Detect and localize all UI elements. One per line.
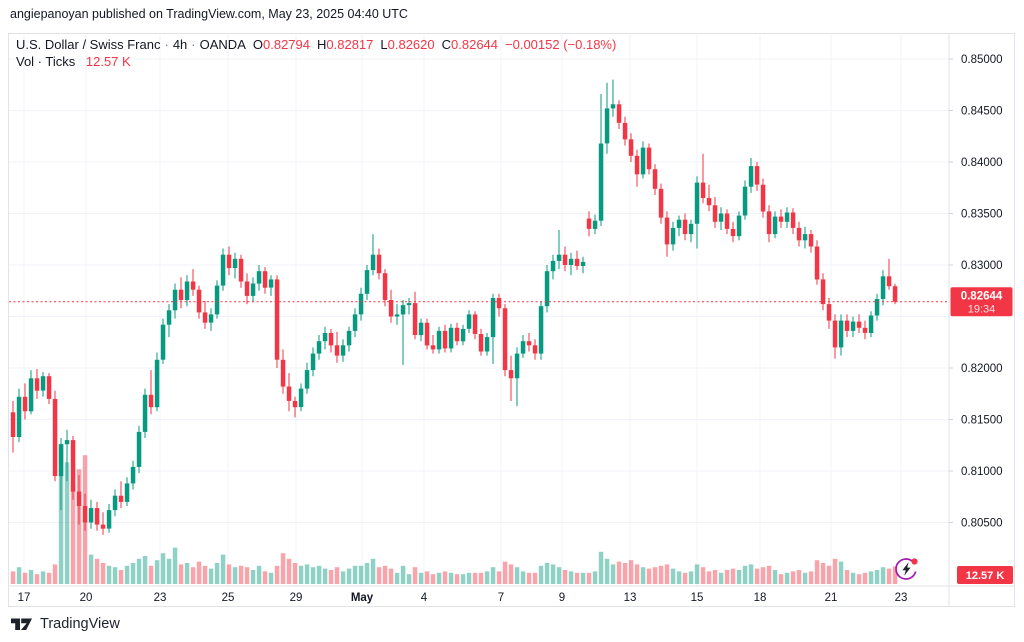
separator-dot: · <box>191 37 196 52</box>
high-value: 0.82817 <box>326 37 374 52</box>
time-label: 4 <box>421 592 428 604</box>
price-label: 0.84000 <box>961 157 1003 169</box>
svg-text:12.57 K: 12.57 K <box>966 570 1005 582</box>
svg-text:0.82644: 0.82644 <box>961 291 1003 303</box>
chart-legend: U.S. Dollar / Swiss Franc · 4h · OANDA O0.827… <box>16 36 616 70</box>
volume-bars <box>10 444 898 584</box>
tradingview-footer[interactable]: TradingView <box>10 612 120 636</box>
symbol-title[interactable]: U.S. Dollar / Swiss Franc <box>16 37 161 52</box>
price-label: 0.83500 <box>961 209 1003 221</box>
price-label: 0.84500 <box>961 106 1003 118</box>
time-label: 17 <box>18 592 31 604</box>
time-label: 9 <box>559 592 565 604</box>
legend-line-2: Vol · Ticks 12.57 K <box>16 53 616 70</box>
exchange-label[interactable]: OANDA <box>199 37 246 52</box>
time-label: May <box>351 592 374 604</box>
time-label: 23 <box>895 592 908 604</box>
price-label: 0.81000 <box>961 466 1003 478</box>
price-label: 0.85000 <box>961 54 1003 66</box>
price-axis[interactable]: 0.85000 0.84500 0.84000 0.83500 0.83000 0.820… <box>949 54 1003 530</box>
tradingview-logo-icon <box>10 616 33 632</box>
flash-events-icon[interactable] <box>893 555 921 583</box>
price-label: 0.80500 <box>961 518 1003 530</box>
vertical-gridlines <box>23 34 902 586</box>
time-label: 25 <box>222 592 235 604</box>
close-label: C <box>441 37 452 52</box>
current-price-badge: 0.82644 19:34 <box>950 287 1013 317</box>
time-label: 7 <box>498 592 504 604</box>
time-axis[interactable]: 17 20 23 25 29 May 4 7 9 13 15 18 21 23 <box>18 592 908 604</box>
price-label: 0.81500 <box>961 415 1003 427</box>
attribution-text: angiepanoyan published on TradingView.co… <box>10 7 408 21</box>
time-label: 18 <box>754 592 767 604</box>
time-label: 29 <box>290 592 303 604</box>
open-label: O <box>252 37 263 52</box>
tradingview-brand-text: TradingView <box>40 616 120 632</box>
time-label: 20 <box>80 592 93 604</box>
separator-dot: · <box>164 37 169 52</box>
low-value: 0.82620 <box>387 37 435 52</box>
price-label: 0.83000 <box>961 260 1003 272</box>
svg-text:19:34: 19:34 <box>968 304 996 316</box>
legend-line-1: U.S. Dollar / Swiss Franc · 4h · OANDA O0.827… <box>16 36 616 53</box>
low-label: L <box>380 37 388 52</box>
open-value: 0.82794 <box>263 37 310 52</box>
time-label: 21 <box>825 592 838 604</box>
chart-widget: 0.85000 0.84500 0.84000 0.83500 0.83000 0.820… <box>8 33 1015 607</box>
interval-label[interactable]: 4h <box>172 37 188 52</box>
volume-study-title[interactable]: Vol · Ticks <box>16 54 76 69</box>
close-value: 0.82644 <box>451 37 499 52</box>
change-value: −0.00152 (−0.18%) <box>505 37 617 52</box>
time-label: 15 <box>691 592 704 604</box>
horizontal-gridlines <box>9 58 949 523</box>
volume-value: 12.57 K <box>85 54 131 69</box>
high-label: H <box>317 37 327 52</box>
price-label: 0.82000 <box>961 363 1003 375</box>
time-label: 23 <box>154 592 167 604</box>
candlestick-chart[interactable]: 0.85000 0.84500 0.84000 0.83500 0.83000 0.820… <box>9 34 1014 606</box>
volume-value-badge: 12.57 K <box>957 566 1013 584</box>
candles <box>10 79 898 535</box>
time-label: 13 <box>624 592 637 604</box>
